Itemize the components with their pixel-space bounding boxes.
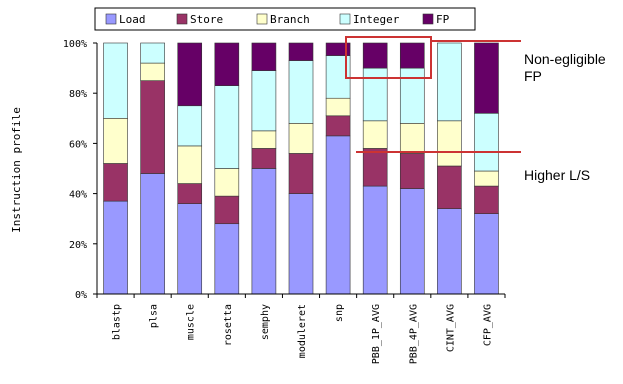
x-tick-label: rosetta <box>223 304 234 346</box>
bar-segment <box>399 42 425 69</box>
x-tick-label: PBB_1P_AVG <box>371 304 382 364</box>
x-tick-label: PBB_4P_AVG <box>408 304 419 364</box>
bar-segment <box>140 62 165 81</box>
bar-segment <box>437 208 462 295</box>
bar-segment <box>362 148 388 187</box>
x-tick-label: snp <box>334 304 345 322</box>
y-tick-label: 100% <box>63 39 87 50</box>
bar-segment <box>214 85 240 169</box>
bar-segment <box>288 42 314 61</box>
annotation-text: Non-egligible <box>524 51 606 67</box>
bar-segment <box>437 165 462 209</box>
bar-segment <box>214 42 240 86</box>
bar-segment <box>474 42 499 114</box>
legend-label: FP <box>436 13 450 26</box>
bar-segment <box>399 67 425 124</box>
y-axis-title: Instruction profile <box>10 107 23 233</box>
y-tick-label: 0% <box>75 290 87 301</box>
bar-segment <box>140 42 165 64</box>
x-tick-label: moduleret <box>297 304 308 358</box>
annotation-text: Higher L/S <box>524 167 590 183</box>
bar-segment <box>288 153 314 194</box>
legend-swatch <box>422 13 434 25</box>
y-tick-label: 80% <box>69 89 87 100</box>
bar-segment <box>474 170 499 187</box>
bar-segment <box>474 185 499 214</box>
bar-segment <box>177 203 203 295</box>
bar-segment <box>251 130 277 149</box>
bar-segment <box>437 42 462 122</box>
bar-segment <box>140 173 165 295</box>
bar-segment <box>103 163 128 202</box>
x-tick-label: semphy <box>260 304 271 340</box>
x-tick-label: blastp <box>112 304 123 340</box>
bar-segment <box>474 213 499 295</box>
legend-box <box>94 7 476 31</box>
bar-segment <box>399 188 425 295</box>
bar-segment <box>103 200 128 295</box>
bar-segment <box>103 118 128 164</box>
x-tick-label: CINT_AVG <box>445 304 456 352</box>
bar-segment <box>177 145 203 184</box>
bar-segment <box>325 42 351 56</box>
legend-swatch <box>339 13 351 25</box>
bar-segment <box>140 80 165 174</box>
legend-label: Store <box>190 13 223 26</box>
bar-segment <box>177 105 203 147</box>
legend-swatch <box>256 13 268 25</box>
bar-segment <box>474 112 499 172</box>
bar-segment <box>437 120 462 167</box>
x-tick-label: plsa <box>149 304 160 328</box>
bar-segment <box>325 115 351 137</box>
bar-segment <box>399 153 425 189</box>
highlight-box <box>345 36 432 79</box>
legend-swatch <box>105 13 117 25</box>
bar-segment <box>362 120 388 149</box>
legend: Load Store Branch Integer FP <box>94 7 476 31</box>
legend-label: Integer <box>353 13 400 26</box>
bar-segment <box>362 42 388 69</box>
bar-segment <box>103 42 128 119</box>
bars <box>103 42 499 295</box>
bar-segment <box>177 183 203 204</box>
bar-segment <box>177 42 203 107</box>
bar-segment <box>214 195 240 225</box>
bar-segment <box>288 60 314 124</box>
bar-segment <box>214 223 240 295</box>
legend-label: Load <box>119 13 146 26</box>
x-tick-label: CFP_AVG <box>482 304 493 346</box>
bar-segment <box>251 70 277 132</box>
bar-segment <box>288 193 314 295</box>
x-axis: blastp plsa muscle rosetta semphy moduleret sn… <box>96 293 506 364</box>
y-tick-label: 40% <box>69 190 87 201</box>
bar-segment <box>362 185 388 295</box>
y-tick-label: 60% <box>69 139 87 150</box>
y-tick-label: 20% <box>69 240 87 251</box>
legend-swatch <box>176 13 188 25</box>
bar-segment <box>362 67 388 122</box>
bar-segment <box>399 123 425 154</box>
bar-segment <box>251 168 277 295</box>
bar-segment <box>251 148 277 169</box>
bar-segment <box>251 42 277 71</box>
annotation-text: FP <box>524 68 542 84</box>
bar-segment <box>288 123 314 154</box>
bar-segment <box>214 168 240 197</box>
bar-segment <box>325 135 351 295</box>
x-tick-label: muscle <box>186 304 197 340</box>
legend-label: Branch <box>270 13 310 26</box>
y-axis: 0% 20% 40% 60% 80% 100% <box>63 39 98 301</box>
bar-segment <box>325 97 351 117</box>
